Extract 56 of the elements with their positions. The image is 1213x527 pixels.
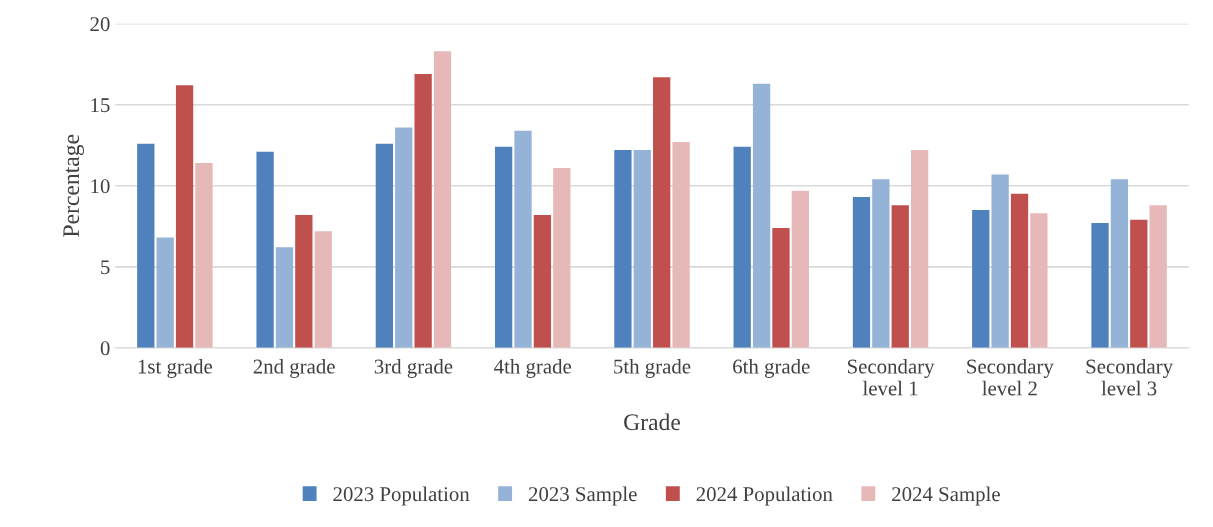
x-tick-label: 1st grade <box>138 358 213 378</box>
y-tick-label: 0 <box>100 341 110 356</box>
bar <box>553 167 571 348</box>
bar <box>891 205 909 348</box>
bar <box>533 214 552 348</box>
bar <box>991 174 1009 348</box>
bar <box>375 143 393 348</box>
x-tick-label: Secondary level 3 <box>1086 358 1173 396</box>
bar <box>175 85 194 348</box>
y-tick-label: 5 <box>101 260 110 275</box>
y-tick-label: 20 <box>90 17 110 32</box>
bar <box>872 179 890 348</box>
bar <box>195 163 213 348</box>
bar <box>1130 219 1148 348</box>
bar <box>1110 179 1129 348</box>
bar <box>653 77 671 348</box>
x-axis-title: Grade <box>624 413 681 431</box>
bar <box>314 231 332 348</box>
x-tick-label: 3rd grade <box>374 358 453 378</box>
bar <box>494 146 513 348</box>
bar <box>156 237 174 348</box>
x-tick-label: 6th grade <box>733 358 810 378</box>
bar <box>633 150 651 348</box>
bar <box>1149 205 1167 348</box>
x-tick-label: Secondary level 1 <box>847 358 935 396</box>
legend-label: 2024 Sample <box>892 486 1000 506</box>
x-tick-label: 5th grade <box>614 358 691 378</box>
bar <box>614 150 632 348</box>
y-tick-label: 10 <box>91 179 110 194</box>
y-tick-label: 15 <box>91 98 110 113</box>
bar <box>910 150 929 348</box>
bar <box>791 190 809 348</box>
legend-label: 2024 Population <box>696 486 833 506</box>
bar <box>852 197 871 348</box>
bar <box>275 247 294 348</box>
bar <box>295 214 313 348</box>
bar <box>395 127 413 348</box>
bar <box>433 51 452 348</box>
bar <box>972 210 990 348</box>
x-tick-label: Secondary level 2 <box>967 358 1054 396</box>
legend-label: 2023 Population <box>333 486 470 506</box>
y-axis-title: Percentage <box>63 134 84 237</box>
x-tick-label: 2nd grade <box>253 358 335 378</box>
legend-label: 2023 Sample <box>528 486 637 506</box>
bar <box>672 142 690 348</box>
bar <box>1030 213 1048 348</box>
bar <box>414 73 432 348</box>
x-tick-label: 4th grade <box>494 358 572 378</box>
bar <box>137 143 155 348</box>
bar <box>1010 193 1029 348</box>
bar <box>772 227 790 348</box>
bar <box>514 130 532 348</box>
bar <box>733 146 751 348</box>
bar <box>256 151 274 348</box>
bar <box>752 83 771 348</box>
bar <box>1091 223 1109 348</box>
